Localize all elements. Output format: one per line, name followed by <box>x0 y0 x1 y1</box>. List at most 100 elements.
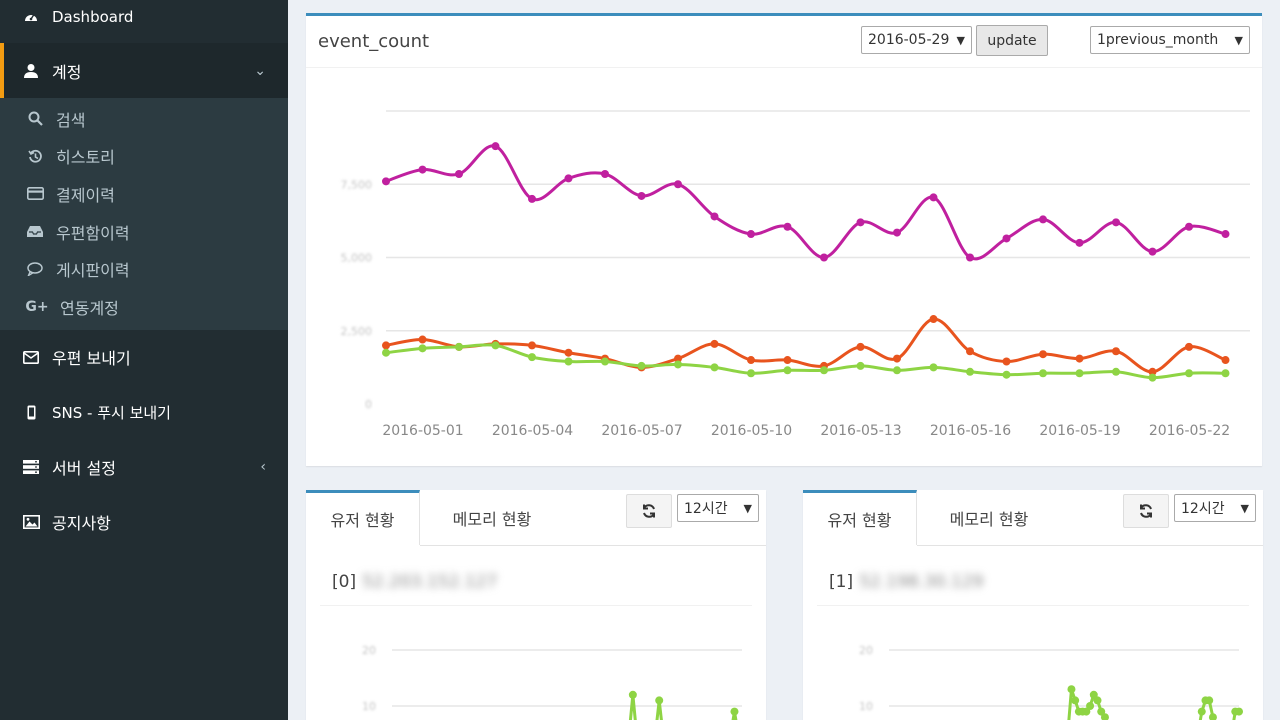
time-range-select[interactable]: 12시간 ▼ <box>677 494 759 522</box>
date-select-value: 2016-05-29 <box>868 32 950 48</box>
sub-item-payments[interactable]: 결제이력 <box>0 175 288 213</box>
series-line <box>385 343 1226 380</box>
server-panel-right: 유저 현황 메모리 현황 12시간 ▼ [1] 52.198.30.129 20… <box>803 490 1263 720</box>
google-plus-icon: G+ <box>25 298 49 315</box>
y-tick-label: 5,000 <box>341 252 373 265</box>
dashboard-icon <box>22 8 40 26</box>
server-panel-left: 유저 현황 메모리 현황 12시간 ▼ [0] 52.203.152.127 2… <box>306 490 766 720</box>
chevron-left-icon: ‹ <box>260 459 266 476</box>
data-point <box>1071 696 1080 705</box>
data-point <box>637 191 646 200</box>
sub-item-history[interactable]: 히스토리 <box>0 138 288 176</box>
search-icon <box>26 110 44 128</box>
server-divider <box>320 605 752 606</box>
x-tick-label: 2016-05-13 <box>820 423 901 439</box>
nav-send-mail[interactable]: 우편 보내기 <box>0 330 288 385</box>
data-point <box>783 356 792 365</box>
mobile-icon <box>22 403 40 421</box>
y-tick-label: 10 <box>859 700 873 713</box>
data-point <box>820 366 828 375</box>
data-point <box>1075 354 1084 363</box>
nav-dashboard-label: Dashboard <box>52 8 134 26</box>
data-point <box>1100 713 1109 720</box>
data-point <box>382 341 390 350</box>
data-point <box>637 361 646 370</box>
data-point <box>1148 367 1157 376</box>
history-icon <box>26 147 44 165</box>
data-point <box>564 174 573 183</box>
sub-item-label: 히스토리 <box>56 148 115 168</box>
data-point <box>491 142 500 151</box>
data-point <box>1148 373 1157 382</box>
data-point <box>674 360 682 369</box>
data-point <box>1112 218 1120 227</box>
data-point <box>1075 369 1084 378</box>
data-point <box>382 348 390 357</box>
series-line <box>385 144 1226 261</box>
image-icon <box>22 513 40 531</box>
nav-account-label: 계정 <box>52 62 82 82</box>
data-point <box>382 177 390 186</box>
refresh-button[interactable] <box>1123 494 1169 528</box>
time-range-value: 12시간 <box>1181 501 1225 517</box>
nav-dashboard[interactable]: Dashboard <box>0 0 288 34</box>
data-point <box>1086 702 1095 710</box>
x-tick-label: 2016-05-16 <box>930 423 1011 439</box>
chevron-down-icon: ⌄ <box>254 62 266 79</box>
nav-notice[interactable]: 공지사항 <box>0 495 288 550</box>
sub-item-search[interactable]: 검색 <box>0 100 288 138</box>
y-tick-label: 10 <box>362 700 376 713</box>
data-point <box>1002 370 1011 379</box>
tab-user-status[interactable]: 유저 현황 <box>306 490 420 545</box>
data-point <box>1039 350 1047 359</box>
data-point <box>1208 713 1217 720</box>
data-point <box>966 253 974 262</box>
server-index: [0] <box>332 572 357 592</box>
data-point <box>528 194 536 203</box>
panel-divider <box>306 67 1262 68</box>
data-point <box>655 696 664 705</box>
refresh-icon <box>1140 504 1152 518</box>
event-count-chart: 7,500 5,000 2,500 0 2016-05-01 2016-05-04 2016… <box>341 110 1250 439</box>
panel-title: event_count <box>318 31 430 52</box>
data-point <box>418 344 427 353</box>
tab-user-status[interactable]: 유저 현황 <box>803 490 917 545</box>
refresh-button[interactable] <box>626 494 672 528</box>
series-line <box>628 694 738 720</box>
data-point <box>966 347 974 356</box>
time-range-select[interactable]: 12시간 ▼ <box>1174 494 1256 522</box>
nav-account[interactable]: 계정 ⌄ <box>0 43 288 98</box>
y-tick-label: 20 <box>362 644 376 657</box>
data-point <box>1039 369 1047 378</box>
series-line <box>1067 688 1239 720</box>
nav-notice-label: 공지사항 <box>52 514 111 534</box>
data-point <box>747 369 755 378</box>
range-select[interactable]: 1previous_month ▼ <box>1090 26 1250 54</box>
y-tick-label: 7,500 <box>341 178 373 191</box>
server-divider <box>817 605 1249 606</box>
sub-item-mailbox[interactable]: 우편함이력 <box>0 213 288 251</box>
data-point <box>1205 696 1214 705</box>
date-select[interactable]: 2016-05-29 ▼ <box>861 26 972 54</box>
data-point <box>528 341 536 350</box>
sub-item-linked[interactable]: G+ 연동계정 <box>0 288 288 326</box>
sidebar: Dashboard 계정 ⌄ 검색 히스토리 결제이력 우편함이력 게시판이력 <box>0 0 288 720</box>
tab-memory-status[interactable]: 메모리 현황 <box>949 509 1029 529</box>
sub-item-label: 게시판이력 <box>56 261 130 281</box>
tab-memory-status[interactable]: 메모리 현황 <box>452 509 532 529</box>
x-tick-label: 2016-05-22 <box>1149 423 1230 439</box>
data-point <box>710 212 719 221</box>
nav-server-settings-label: 서버 설정 <box>52 459 116 479</box>
nav-sns-push[interactable]: SNS - 푸시 보내기 <box>0 385 288 440</box>
update-button[interactable]: update <box>976 25 1048 56</box>
data-point <box>966 367 974 376</box>
event-count-panel: event_count 2016-05-29 ▼ update 1previou… <box>306 13 1262 466</box>
sub-item-board[interactable]: 게시판이력 <box>0 250 288 288</box>
data-point <box>455 169 463 178</box>
data-point <box>929 315 938 324</box>
data-point <box>674 180 682 189</box>
data-point <box>783 366 792 375</box>
data-point <box>1075 238 1084 247</box>
nav-server-settings[interactable]: 서버 설정 ‹ <box>0 440 288 495</box>
